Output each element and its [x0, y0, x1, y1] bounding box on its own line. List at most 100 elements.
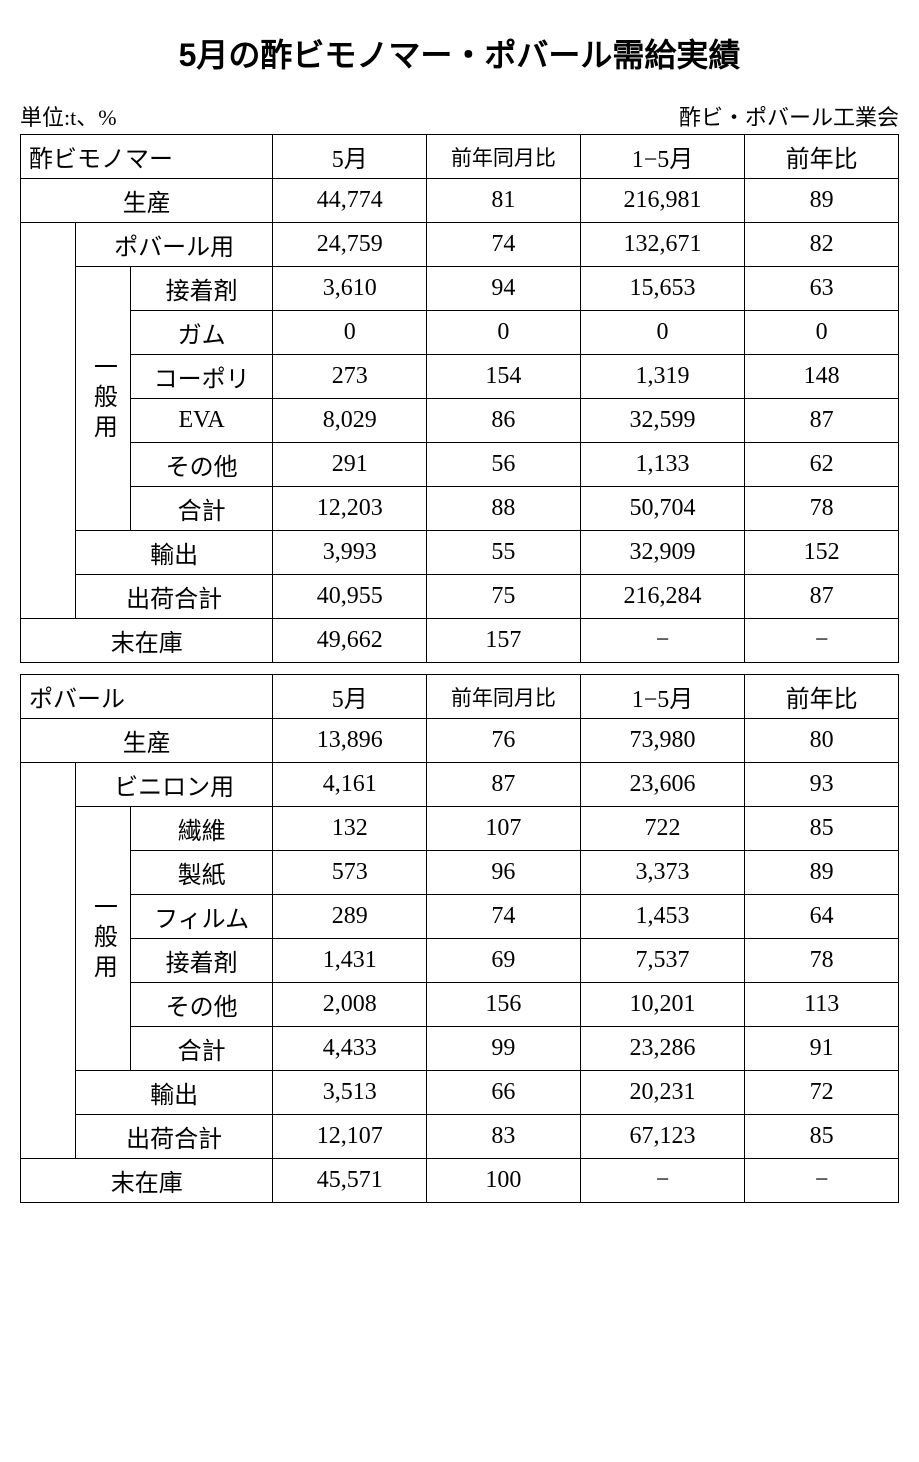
cell: 1,133	[580, 443, 745, 487]
poval-export-row: 輸出 3,513 66 20,231 72	[21, 1071, 899, 1115]
col-yoy-ytd: 前年比	[745, 675, 899, 719]
cell: 156	[427, 983, 581, 1027]
cell: 0	[580, 311, 745, 355]
col-yoy-month: 前年同月比	[427, 135, 581, 179]
cell: 8,029	[273, 399, 427, 443]
row-label: 接着剤	[130, 939, 273, 983]
cell: 132,671	[580, 223, 745, 267]
cell: 99	[427, 1027, 581, 1071]
source-label: 酢ビ・ポバール工業会	[679, 100, 899, 132]
cell: 32,599	[580, 399, 745, 443]
cell: 1,319	[580, 355, 745, 399]
page-title: 5月の酢ビモノマー・ポバール需給実績	[20, 30, 899, 76]
row-label: 繊維	[130, 807, 273, 851]
table-row: 製紙 573 96 3,373 89	[21, 851, 899, 895]
spacer	[21, 223, 76, 619]
cell: 50,704	[580, 487, 745, 531]
cell: 152	[745, 531, 899, 575]
cell: 87	[745, 575, 899, 619]
table-row: その他 2,008 156 10,201 113	[21, 983, 899, 1027]
general-use-label: 一般用	[75, 807, 130, 1071]
row-label: 生産	[21, 179, 273, 223]
cell: 15,653	[580, 267, 745, 311]
monomer-inventory-row: 末在庫 49,662 157 − −	[21, 619, 899, 663]
row-label: EVA	[130, 399, 273, 443]
cell: 93	[745, 763, 899, 807]
table-row: コーポリ 273 154 1,319 148	[21, 355, 899, 399]
cell: 722	[580, 807, 745, 851]
cell: 83	[427, 1115, 581, 1159]
cell: 55	[427, 531, 581, 575]
row-label: 出荷合計	[75, 575, 273, 619]
row-label: その他	[130, 983, 273, 1027]
cell: 49,662	[273, 619, 427, 663]
cell: 72	[745, 1071, 899, 1115]
cell: 107	[427, 807, 581, 851]
monomer-shipment-total-row: 出荷合計 40,955 75 216,284 87	[21, 575, 899, 619]
table-row: 接着剤 1,431 69 7,537 78	[21, 939, 899, 983]
cell: 44,774	[273, 179, 427, 223]
cell: 78	[745, 939, 899, 983]
cell: 91	[745, 1027, 899, 1071]
cell: 69	[427, 939, 581, 983]
poval-shipment-total-row: 出荷合計 12,107 83 67,123 85	[21, 1115, 899, 1159]
monomer-poval-use-row: ポバール用 24,759 74 132,671 82	[21, 223, 899, 267]
cell: 66	[427, 1071, 581, 1115]
row-label: 製紙	[130, 851, 273, 895]
cell: 12,203	[273, 487, 427, 531]
cell: 67,123	[580, 1115, 745, 1159]
cell: 74	[427, 895, 581, 939]
cell: 148	[745, 355, 899, 399]
cell: 86	[427, 399, 581, 443]
cell: 64	[745, 895, 899, 939]
cell: 4,433	[273, 1027, 427, 1071]
table-row: フィルム 289 74 1,453 64	[21, 895, 899, 939]
cell: 1,453	[580, 895, 745, 939]
cell: 85	[745, 1115, 899, 1159]
monomer-header-row: 酢ビモノマー 5月 前年同月比 1−5月 前年比	[21, 135, 899, 179]
data-table: 酢ビモノマー 5月 前年同月比 1−5月 前年比 生産 44,774 81 21…	[20, 134, 899, 1203]
table-row: EVA 8,029 86 32,599 87	[21, 399, 899, 443]
poval-header-row: ポバール 5月 前年同月比 1−5月 前年比	[21, 675, 899, 719]
cell: 96	[427, 851, 581, 895]
monomer-export-row: 輸出 3,993 55 32,909 152	[21, 531, 899, 575]
cell: 73,980	[580, 719, 745, 763]
cell: 100	[427, 1159, 581, 1203]
cell: 87	[427, 763, 581, 807]
cell: 88	[427, 487, 581, 531]
cell: −	[580, 619, 745, 663]
table-row: 一般用 繊維 132 107 722 85	[21, 807, 899, 851]
cell: 7,537	[580, 939, 745, 983]
row-label: 末在庫	[21, 1159, 273, 1203]
col-yoy-ytd: 前年比	[745, 135, 899, 179]
cell: 0	[427, 311, 581, 355]
poval-inventory-row: 末在庫 45,571 100 − −	[21, 1159, 899, 1203]
cell: 80	[745, 719, 899, 763]
cell: 291	[273, 443, 427, 487]
cell: 45,571	[273, 1159, 427, 1203]
cell: 89	[745, 851, 899, 895]
cell: 23,286	[580, 1027, 745, 1071]
cell: 87	[745, 399, 899, 443]
table-row: ガム 0 0 0 0	[21, 311, 899, 355]
row-label: 輸出	[75, 1071, 273, 1115]
col-ytd: 1−5月	[580, 135, 745, 179]
table-row: その他 291 56 1,133 62	[21, 443, 899, 487]
cell: 12,107	[273, 1115, 427, 1159]
cell: 2,008	[273, 983, 427, 1027]
cell: 75	[427, 575, 581, 619]
poval-general-total-row: 合計 4,433 99 23,286 91	[21, 1027, 899, 1071]
cell: 113	[745, 983, 899, 1027]
cell: 89	[745, 179, 899, 223]
row-label: ビニロン用	[75, 763, 273, 807]
cell: 273	[273, 355, 427, 399]
spacer	[21, 763, 76, 1159]
row-label: 接着剤	[130, 267, 273, 311]
poval-production-row: 生産 13,896 76 73,980 80	[21, 719, 899, 763]
cell: 85	[745, 807, 899, 851]
monomer-production-row: 生産 44,774 81 216,981 89	[21, 179, 899, 223]
col-month: 5月	[273, 135, 427, 179]
cell: 3,610	[273, 267, 427, 311]
row-label: ガム	[130, 311, 273, 355]
poval-title: ポバール	[21, 675, 273, 719]
